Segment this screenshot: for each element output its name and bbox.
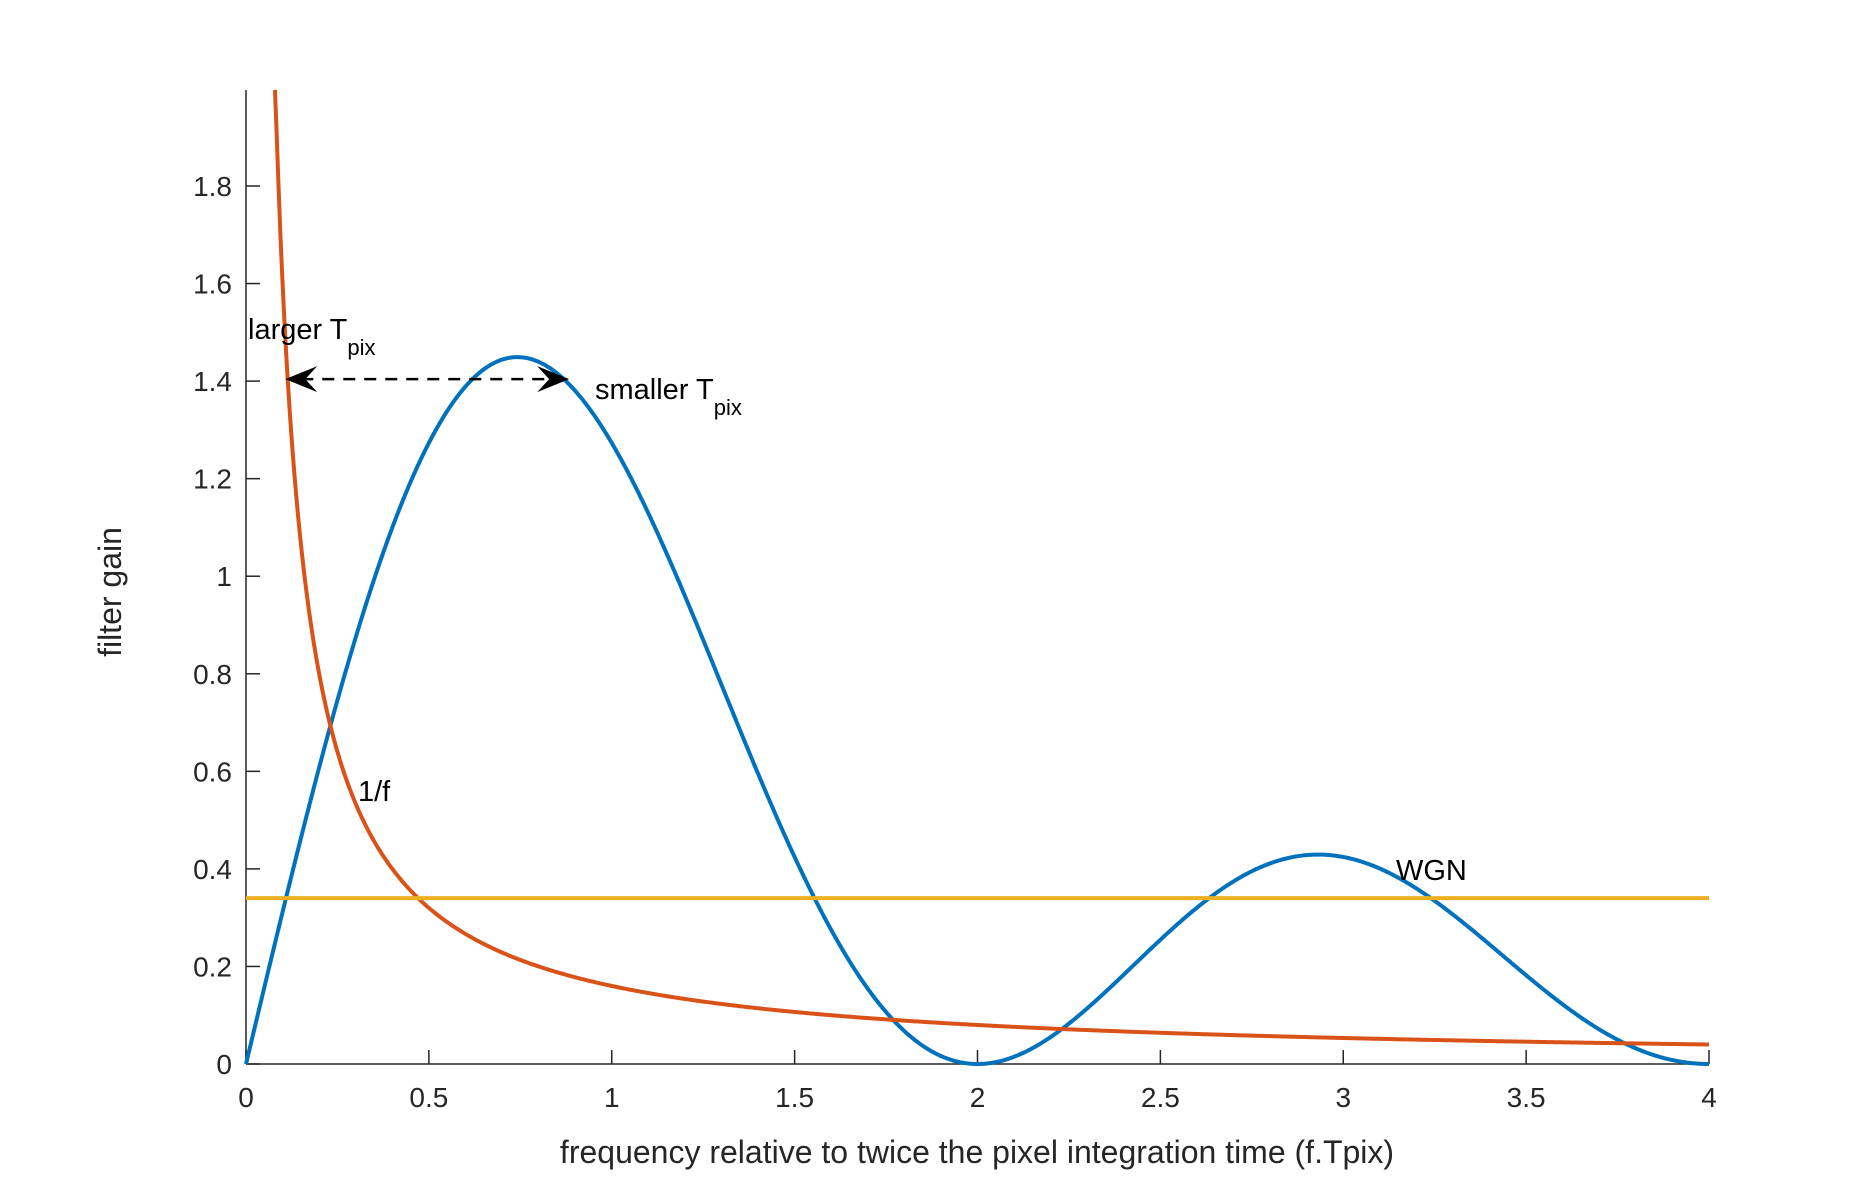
x-tick-label: 3.5 bbox=[1507, 1082, 1546, 1113]
series-line-1-over-f bbox=[272, 89, 1710, 1047]
y-tick-label: 0 bbox=[216, 1049, 232, 1080]
annotation-1-over-f: 1/f bbox=[358, 776, 391, 808]
y-ticks: 0 0.2 0.4 0.6 0.8 1 1.2 1.4 1.6 1.8 bbox=[193, 171, 260, 1080]
x-axis-title: frequency relative to twice the pixel in… bbox=[560, 1134, 1394, 1170]
x-tick-label: 1 bbox=[604, 1082, 620, 1113]
annotation-larger-sub: pix bbox=[347, 335, 375, 360]
series-layer bbox=[244, 89, 1710, 1067]
series-line-filter bbox=[244, 355, 1710, 1067]
x-tick-label: 0.5 bbox=[409, 1082, 448, 1113]
annotation-larger-main: larger T bbox=[248, 314, 348, 346]
x-tick-label: 2 bbox=[970, 1082, 986, 1113]
x-tick-label: 2.5 bbox=[1141, 1082, 1180, 1113]
annotation-smaller-main: smaller T bbox=[595, 374, 714, 406]
x-ticks: 0 0.5 1 1.5 2 2.5 3 3.5 4 bbox=[238, 1050, 1717, 1113]
y-tick-label: 1.8 bbox=[193, 171, 232, 202]
arrow-left-head bbox=[285, 366, 318, 393]
y-tick-label: 1.6 bbox=[193, 269, 232, 300]
annotation-smaller-sub: pix bbox=[714, 395, 742, 420]
y-tick-label: 1.2 bbox=[193, 464, 232, 495]
y-tick-label: 0.6 bbox=[193, 756, 232, 787]
y-tick-label: 0.8 bbox=[193, 659, 232, 690]
x-tick-label: 0 bbox=[238, 1082, 254, 1113]
y-tick-label: 1 bbox=[216, 561, 232, 592]
x-tick-label: 4 bbox=[1701, 1082, 1717, 1113]
x-tick-label: 1.5 bbox=[775, 1082, 814, 1113]
annotation-wgn: WGN bbox=[1396, 855, 1467, 887]
annotation-larger-tpix: larger Tpix bbox=[248, 314, 376, 360]
y-tick-label: 0.2 bbox=[193, 951, 232, 982]
tpix-arrow bbox=[285, 366, 570, 393]
arrow-right-head bbox=[537, 366, 570, 393]
y-tick-label: 0.4 bbox=[193, 854, 232, 885]
y-tick-label: 1.4 bbox=[193, 366, 232, 397]
annotation-smaller-tpix: smaller Tpix bbox=[595, 374, 742, 420]
x-tick-label: 3 bbox=[1335, 1082, 1351, 1113]
y-axis-title: filter gain bbox=[92, 527, 128, 657]
